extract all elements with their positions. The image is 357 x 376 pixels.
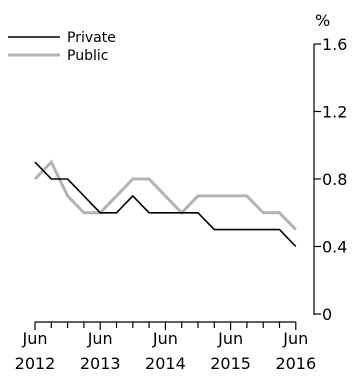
- x-tick-label-year: 2015: [210, 354, 251, 373]
- legend-label-public: Public: [67, 48, 108, 64]
- y-tick-label: 1.2: [322, 103, 347, 122]
- series-line-public: [33, 159, 297, 231]
- x-tick-label-month: Jun: [152, 329, 178, 348]
- legend-label-private: Private: [67, 30, 116, 46]
- series-lines: [33, 159, 297, 248]
- axes: 0 0.4 0.8 1.2 1.6% Jun 2012 Jun 2013 Jun 2014 Jun 20…: [15, 11, 348, 373]
- y-tick-label: 1.6: [322, 35, 347, 54]
- x-tick-label-month: Jun: [87, 329, 113, 348]
- x-tick-label-month: Jun: [282, 329, 308, 348]
- series-line-private: [34, 161, 297, 248]
- x-tick-label-year: 2014: [145, 354, 186, 373]
- x-tick-label-month: Jun: [217, 329, 243, 348]
- x-tick-label-year: 2013: [80, 354, 121, 373]
- x-tick-label-month: Jun: [22, 329, 48, 348]
- y-tick-label: 0: [322, 305, 332, 324]
- legend: Private Public: [8, 30, 116, 64]
- x-tick-label-year: 2016: [275, 354, 316, 373]
- y-tick-label: 0.8: [322, 170, 347, 189]
- y-tick-label: 0.4: [322, 238, 347, 257]
- x-tick-label-year: 2012: [15, 354, 56, 373]
- y-axis-unit: %: [315, 11, 330, 30]
